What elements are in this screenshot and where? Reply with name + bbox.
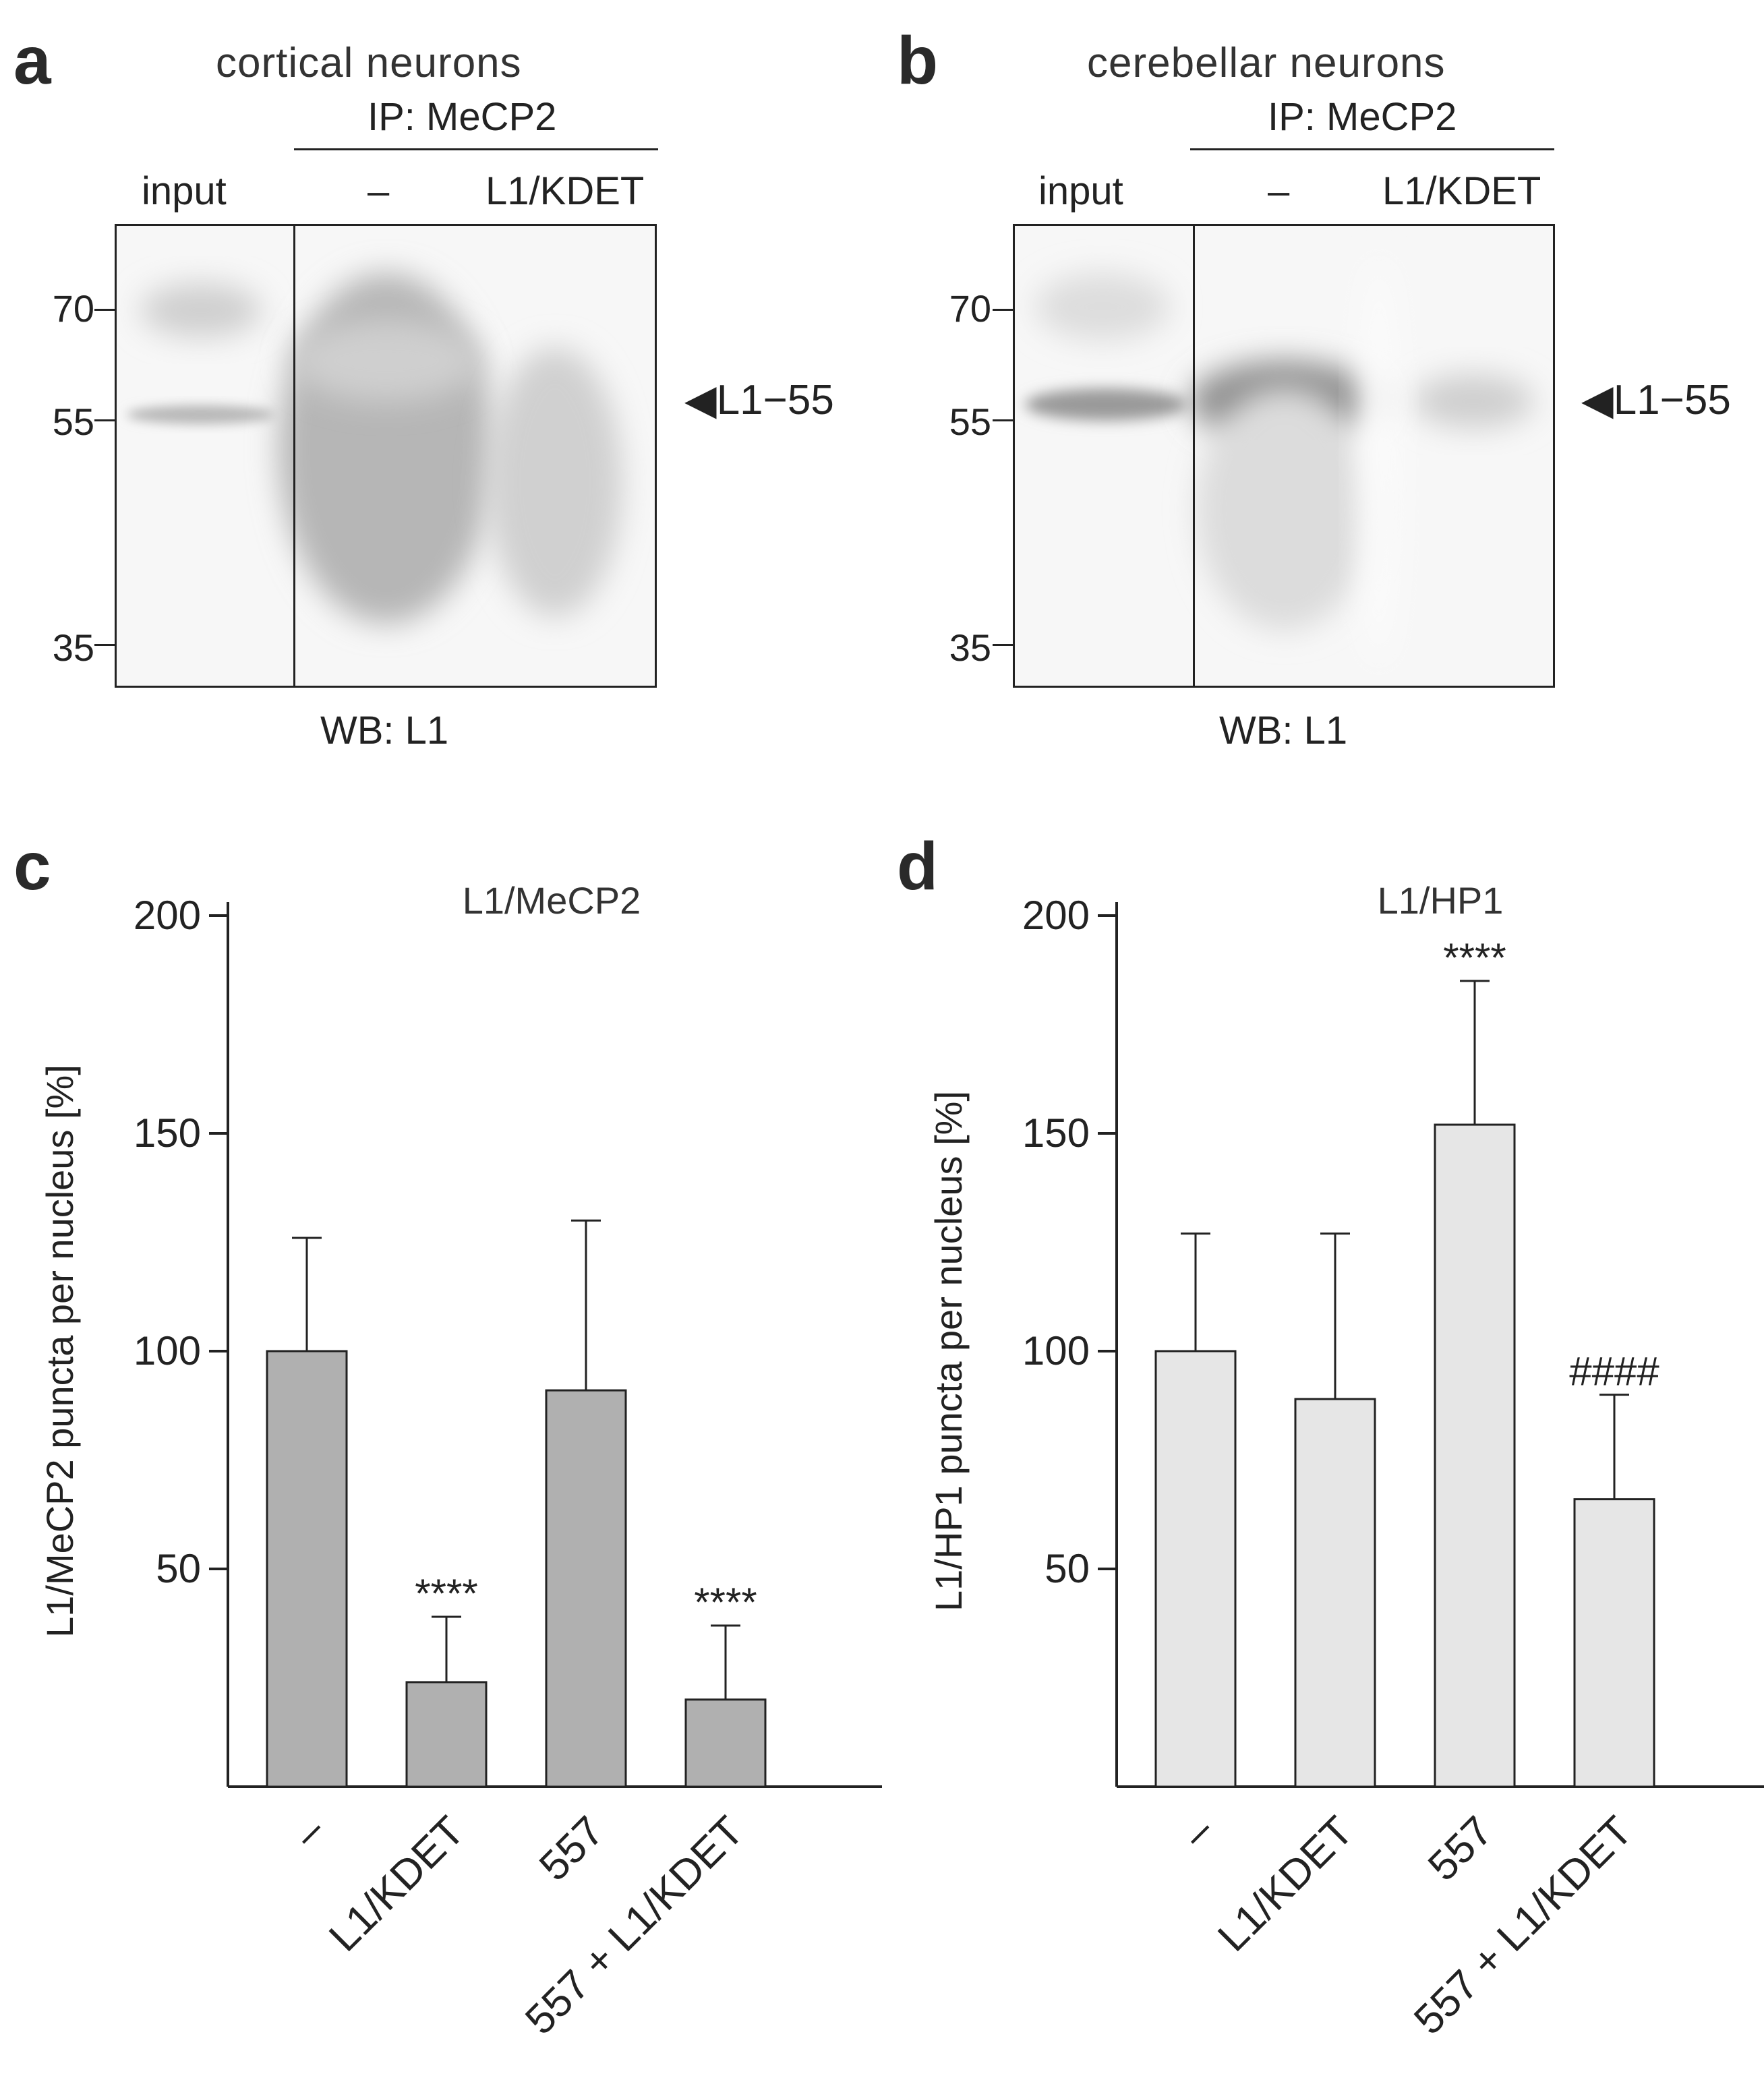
mw-marker-35-a: 35	[52, 626, 94, 669]
chart-c-y-tick-label: 100	[134, 1328, 201, 1373]
lane-label-input-a: input	[142, 169, 227, 213]
lane-divider-b	[1193, 226, 1195, 686]
chart-d-significance-label: ****	[1443, 935, 1506, 980]
chart-d-category-label: 557	[1419, 1808, 1502, 1890]
chart-c-category-label: 557	[531, 1808, 613, 1890]
western-blot-a	[115, 224, 657, 688]
chart-d-y-tick-label: 50	[1045, 1546, 1090, 1591]
chart-d-category-label: L1/KDET	[1209, 1808, 1362, 1961]
blot-title-cortical: cortical neurons	[216, 40, 522, 86]
western-blot-b	[1013, 224, 1555, 688]
lane-label-kdet-b: L1/KDET	[1382, 169, 1541, 213]
chart-d-y-axis-label: L1/HP1 puncta per nucleus [%]	[927, 1091, 970, 1611]
chart-d-title: L1/HP1	[1378, 879, 1504, 922]
chart-c-y-axis-label: L1/MeCP2 puncta per nucleus [%]	[38, 1065, 81, 1638]
chart-d-bar	[1154, 1350, 1237, 1788]
chart-c-significance-label: ****	[694, 1580, 757, 1625]
arrowhead-icon: ◀	[1581, 377, 1614, 423]
chart-c-significance-label: ****	[415, 1571, 477, 1616]
lane-label-control-b: –	[1268, 169, 1290, 213]
mw-tick-35-b	[993, 644, 1013, 646]
chart-d-significance-label: ####	[1569, 1349, 1659, 1394]
arrowhead-icon: ◀	[684, 377, 717, 423]
chart-d-y-tick-label: 150	[1022, 1110, 1090, 1156]
mw-tick-35-a	[94, 644, 115, 646]
chart-c-category-label: –	[285, 1808, 334, 1857]
band-arrow-a: ◀L1−55	[684, 375, 834, 424]
blot-image-b	[1025, 260, 1534, 664]
mw-marker-70-b: 70	[949, 287, 991, 330]
bar-chart-c: L1/MeCP2 50 100 150 200 L1/MeCP2 puncta per n…	[38, 879, 882, 2044]
chart-c-bar	[405, 1681, 488, 1788]
mw-marker-35-b: 35	[949, 626, 991, 669]
panel-label-c: c	[13, 829, 51, 904]
chart-c-bar	[684, 1698, 767, 1788]
chart-d-y-tick-label: 100	[1022, 1328, 1090, 1373]
wb-label-a: WB: L1	[320, 709, 449, 752]
lane-divider-a	[293, 226, 295, 686]
chart-c-y-tick-label: 150	[134, 1110, 201, 1156]
chart-c-category-label: L1/KDET	[320, 1808, 473, 1961]
ip-label-a: IP: MeCP2	[368, 95, 557, 139]
chart-d-category-label: –	[1173, 1808, 1223, 1857]
band-arrow-b: ◀L1−55	[1581, 375, 1731, 424]
chart-c-bar	[545, 1389, 627, 1788]
ip-bracket-line-a	[294, 148, 658, 150]
chart-d-bar	[1434, 1123, 1516, 1788]
chart-d-bar	[1294, 1398, 1376, 1788]
blot-image-a	[127, 273, 622, 624]
chart-c-title: L1/MeCP2	[463, 879, 641, 922]
mw-tick-70-b	[993, 309, 1013, 311]
lane-label-kdet-a: L1/KDET	[486, 169, 645, 213]
mw-tick-70-a	[94, 309, 115, 311]
ip-bracket-line-b	[1190, 148, 1554, 150]
lane-label-control-a: –	[368, 169, 390, 213]
chart-c-bar	[266, 1350, 348, 1788]
chart-d-y-tick-label: 200	[1022, 893, 1090, 938]
ip-label-b: IP: MeCP2	[1268, 95, 1457, 139]
mw-marker-70-a: 70	[52, 287, 94, 330]
mw-tick-55-a	[94, 419, 115, 421]
mw-marker-55-b: 55	[949, 400, 991, 443]
chart-c-y-tick-label: 50	[156, 1546, 201, 1591]
bar-chart-d: L1/HP1 50 100 150 200 L1/HP1 puncta per nucle…	[927, 879, 1764, 2044]
chart-d-bar	[1573, 1498, 1655, 1788]
mw-marker-55-a: 55	[52, 400, 94, 443]
lane-label-input-b: input	[1038, 169, 1123, 213]
panel-label-a: a	[13, 23, 51, 98]
chart-c-y-tick-label: 200	[134, 893, 201, 938]
panel-label-b: b	[897, 23, 939, 98]
blot-title-cerebellar: cerebellar neurons	[1087, 40, 1446, 86]
mw-tick-55-b	[993, 419, 1013, 421]
wb-label-b: WB: L1	[1219, 709, 1348, 752]
band-label-b: L1−55	[1613, 377, 1731, 423]
band-label-a: L1−55	[716, 377, 834, 423]
panel-label-d: d	[897, 829, 939, 904]
